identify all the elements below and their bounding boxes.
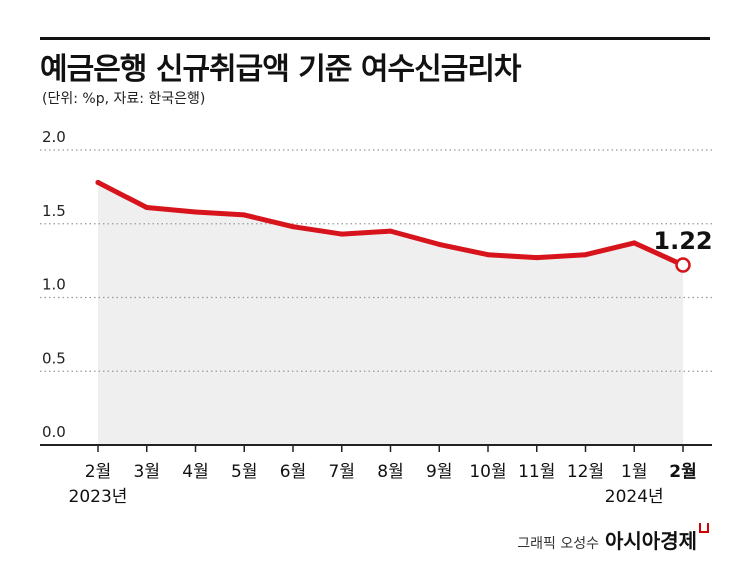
y-tick-label: 2.0 bbox=[42, 128, 66, 146]
x-tick-label: 7월 bbox=[329, 462, 355, 482]
x-tick-label: 12월 bbox=[567, 462, 604, 482]
data-point bbox=[583, 252, 588, 258]
brand-logo: 아시아경제 bbox=[605, 523, 709, 554]
chart-subtitle: (단위: %p, 자료: 한국은행) bbox=[42, 91, 206, 107]
highlight-point bbox=[675, 257, 691, 273]
x-tick-label: 8월 bbox=[377, 462, 403, 482]
data-point bbox=[193, 209, 198, 215]
brand-mark-icon bbox=[699, 523, 709, 533]
year-label: 2024년 bbox=[605, 487, 664, 507]
x-tick-label: 6월 bbox=[280, 462, 306, 482]
data-point bbox=[436, 241, 442, 247]
x-tick-label: 10월 bbox=[469, 462, 506, 482]
area-fill bbox=[98, 182, 683, 445]
data-point bbox=[241, 212, 247, 218]
chart-title: 예금은행 신규취급액 기준 여수신금리차 bbox=[40, 52, 522, 87]
x-tick-label: 9월 bbox=[426, 462, 452, 482]
data-point bbox=[485, 252, 491, 258]
y-tick-label: 1.0 bbox=[42, 276, 66, 294]
x-tick-label: 2월 bbox=[669, 462, 696, 482]
data-point bbox=[631, 240, 637, 246]
x-tick-label: 1월 bbox=[621, 462, 647, 482]
credit: 그래픽 오성수 아시아경제 bbox=[517, 523, 709, 554]
x-tick-label: 4월 bbox=[182, 462, 208, 482]
x-tick-label: 11월 bbox=[518, 462, 555, 482]
y-tick-label: 0.0 bbox=[42, 423, 66, 441]
brand-name: 아시아경제 bbox=[605, 529, 697, 553]
data-point bbox=[534, 255, 540, 261]
credit-text: 그래픽 오성수 bbox=[517, 536, 599, 552]
data-point bbox=[339, 231, 345, 237]
y-tick-label: 0.5 bbox=[42, 349, 66, 367]
year-label: 2023년 bbox=[69, 487, 128, 507]
x-tick-label: 2월 bbox=[85, 462, 111, 482]
data-point bbox=[290, 224, 296, 230]
y-tick-label: 1.5 bbox=[42, 202, 66, 220]
data-point bbox=[388, 228, 393, 234]
x-tick-label: 5월 bbox=[231, 462, 257, 482]
data-point bbox=[144, 205, 150, 211]
data-point bbox=[95, 179, 101, 185]
x-tick-label: 3월 bbox=[134, 462, 160, 482]
data-label: 1.22 bbox=[653, 227, 712, 255]
title-rule bbox=[40, 37, 710, 40]
